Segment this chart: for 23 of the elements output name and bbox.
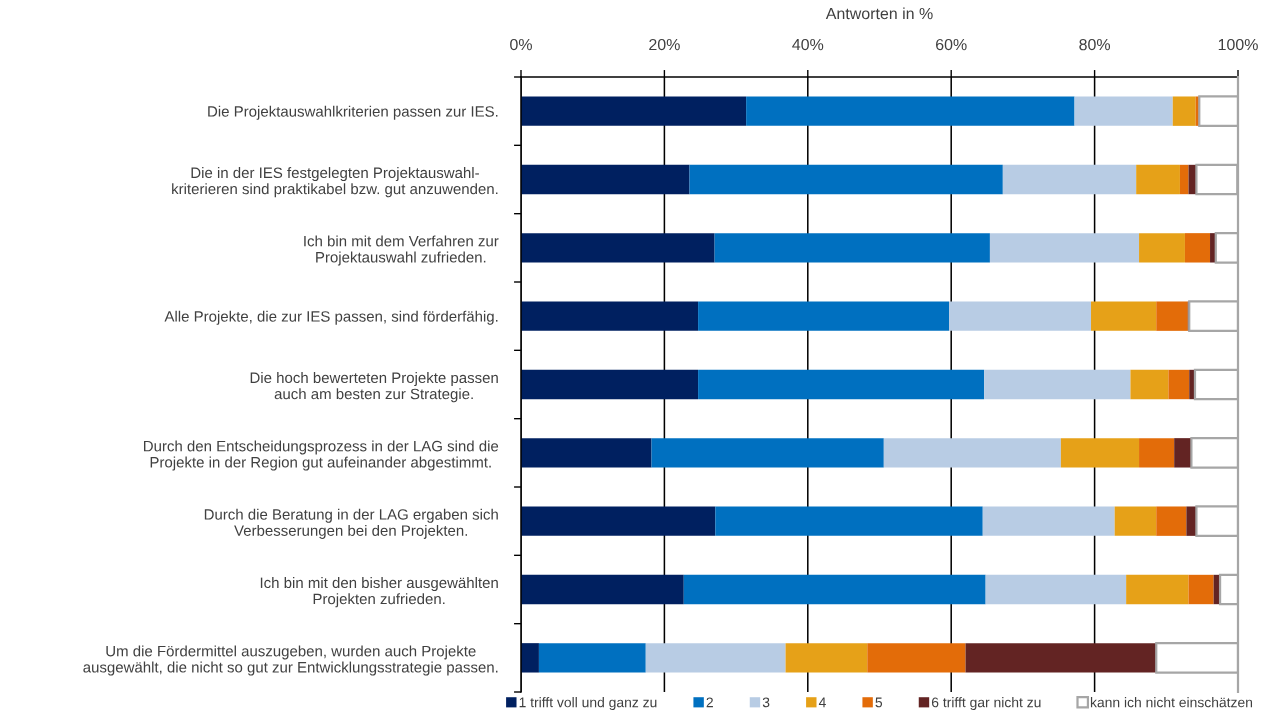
legend-label: 4 — [818, 697, 826, 708]
x-tick-label: 100% — [1218, 38, 1258, 51]
y-tick-label: Ich bin mit den bisher ausgewählten Projekten zufrieden. — [260, 577, 498, 608]
legend-label: 3 — [762, 697, 770, 708]
legend-label: 2 — [706, 697, 713, 708]
y-tick-label: Die Projektauswahlkriterien passen zur IES. — [208, 105, 498, 120]
x-tick-label: 40% — [792, 38, 824, 51]
x-tick-label: 60% — [936, 38, 967, 51]
y-tick-label: Alle Projekte, die zur IES passen, sind förderfähig. — [164, 310, 498, 325]
y-tick-label: Um die Fördermittel auszugeben, wurden auch Projekte ausgewählt, die nicht so gut zur Entwicklungsstrategie passen. — [83, 645, 498, 676]
legend-label: 1 trifft voll und ganz zu — [519, 697, 657, 711]
y-tick-label: Durch die Beratung in der LAG ergaben sich Verbesserungen bei den Projekten. — [204, 508, 498, 539]
y-tick-label: Die in der IES festgelegten Projektauswahl- kriterieren sind praktikabel bzw. gut anzuwenden. — [172, 167, 498, 198]
x-tick-label: 0% — [510, 38, 532, 51]
legend-label: 5 — [875, 697, 883, 708]
x-axis-title: Antworten in % — [825, 7, 933, 20]
legend-label: kann ich nicht einschätzen — [1090, 697, 1253, 708]
legend-label: 6 trifft gar nicht zu — [931, 697, 1041, 711]
y-tick-label: Ich bin mit dem Verfahren zur Projektauswahl zufrieden. — [304, 235, 499, 266]
x-tick-label: 80% — [1079, 38, 1111, 51]
y-tick-label: Durch den Entscheidungsprozess in der LAG sind die Projekte in der Region gut aufeinander abgestimmt. — [143, 440, 499, 471]
y-tick-label: Die hoch bewerteten Projekte passen auch am besten zur Strategie. — [250, 372, 498, 403]
x-tick-label: 20% — [649, 38, 680, 51]
